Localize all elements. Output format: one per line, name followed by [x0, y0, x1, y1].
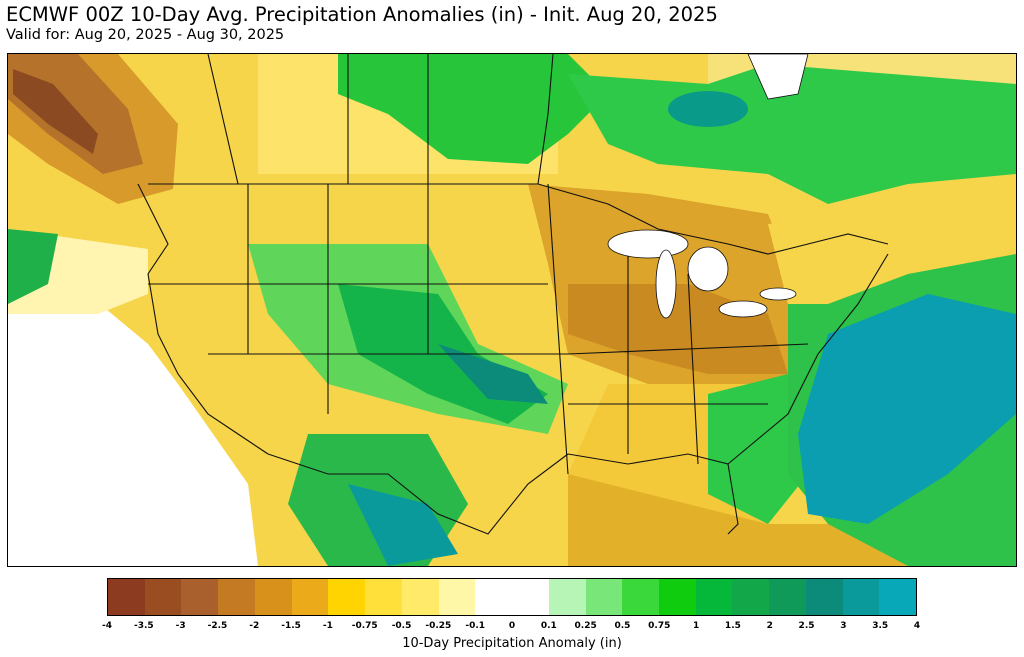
colorbar-label: 10-Day Precipitation Anomaly (in)	[402, 636, 622, 651]
anomaly-region	[13, 69, 98, 154]
us-mexico-border	[267, 453, 569, 535]
colorbar-tick-label: -0.1	[465, 621, 486, 631]
colorbar-tick-label: 0	[508, 621, 516, 631]
anomaly-region	[568, 474, 908, 566]
colorbar-swatch	[548, 579, 586, 615]
colorbar-tick-label: 4	[913, 621, 921, 631]
colorbar-tick-label: 0.75	[648, 621, 671, 631]
anomaly-region	[668, 91, 748, 127]
colorbar-ticks: -4 -3.5 -3 -2.5 -2 -1.5 -1 -0.75 -0.5 -0.25 -0.1 0 0…	[102, 621, 921, 635]
map-title: ECMWF 00Z 10-Day Avg. Precipitation Anom…	[6, 3, 718, 26]
colorbar-tick-label: -3.5	[133, 621, 154, 631]
colorbar-tick-label: 1	[692, 621, 700, 631]
anomaly-region	[438, 344, 548, 404]
colorbar-tick-label: -4	[102, 621, 112, 631]
anomaly-region	[798, 294, 1016, 524]
colorbar-tick-label: -2.5	[207, 621, 228, 631]
colorbar-tick-label: -0.75	[351, 621, 378, 631]
colorbar-tick-label: 1.5	[724, 621, 741, 631]
colorbar-swatch	[805, 579, 843, 615]
colorbar-tick-label: 3.5	[872, 621, 889, 631]
colorbar-swatch	[512, 579, 549, 615]
colorbar-swatch	[842, 579, 880, 615]
colorbar-swatch	[401, 579, 439, 615]
colorbar-tick-label: -0.5	[391, 621, 412, 631]
anomaly-region	[768, 204, 1016, 304]
colorbar-tick-label: 0.1	[540, 621, 557, 631]
colorbar-tick-label: 0.25	[574, 621, 597, 631]
colorbar-swatch	[291, 579, 329, 615]
colorbar-swatch	[254, 579, 292, 615]
colorbar-swatch	[732, 579, 770, 615]
colorbar-swatch	[879, 579, 917, 615]
colorbar-swatch	[695, 579, 733, 615]
map-canvas	[8, 54, 1016, 566]
colorbar-tick-label: 0.5	[614, 621, 631, 631]
coastline-west	[137, 183, 269, 455]
colorbar-swatch	[181, 579, 219, 615]
anomaly-region	[8, 284, 258, 566]
gulf-coast	[567, 453, 739, 535]
lake	[607, 229, 689, 259]
great-lakes	[607, 229, 797, 319]
colorbar-swatch	[144, 579, 182, 615]
atlantic-coast	[727, 253, 889, 465]
colorbar-tick-label: -1	[322, 621, 333, 631]
colorbar-tick-label: 3	[840, 621, 847, 631]
precipitation-map	[7, 53, 1017, 567]
colorbar-tick-label: -1.5	[281, 621, 301, 631]
colorbar-swatch	[365, 579, 402, 615]
borders	[137, 54, 889, 535]
colorbar-tick-label: 2	[766, 621, 773, 631]
colorbar-swatch	[585, 579, 623, 615]
colorbar	[107, 578, 917, 616]
colorbar-tick-label: -0.25	[425, 621, 452, 631]
anomaly-region	[8, 229, 58, 304]
province-border	[207, 54, 239, 185]
province-border	[537, 54, 554, 185]
colorbar-swatch	[438, 579, 476, 615]
colorbar-swatch	[769, 579, 806, 615]
state-border	[547, 183, 569, 475]
colorbar-swatch	[328, 579, 366, 615]
lake	[687, 246, 729, 292]
lake	[655, 249, 677, 319]
anomaly-region	[338, 54, 608, 164]
state-border	[687, 273, 699, 465]
colorbar-swatch	[659, 579, 696, 615]
colorbar-swatch	[475, 579, 513, 615]
us-canada-border-east	[537, 183, 889, 255]
colorbar-tick-label: -3	[175, 621, 186, 631]
colorbar-tick-label: -2	[249, 621, 260, 631]
anomaly-region	[348, 484, 458, 566]
anomaly-region	[708, 374, 808, 524]
colorbar-swatch	[218, 579, 255, 615]
lake	[718, 300, 768, 318]
colorbar-swatch	[622, 579, 660, 615]
valid-period: Valid for: Aug 20, 2025 - Aug 30, 2025	[6, 27, 285, 43]
colorbar-swatch	[108, 579, 145, 615]
lake	[759, 287, 797, 301]
colorbar-tick-label: 2.5	[798, 621, 815, 631]
lake	[747, 54, 809, 100]
